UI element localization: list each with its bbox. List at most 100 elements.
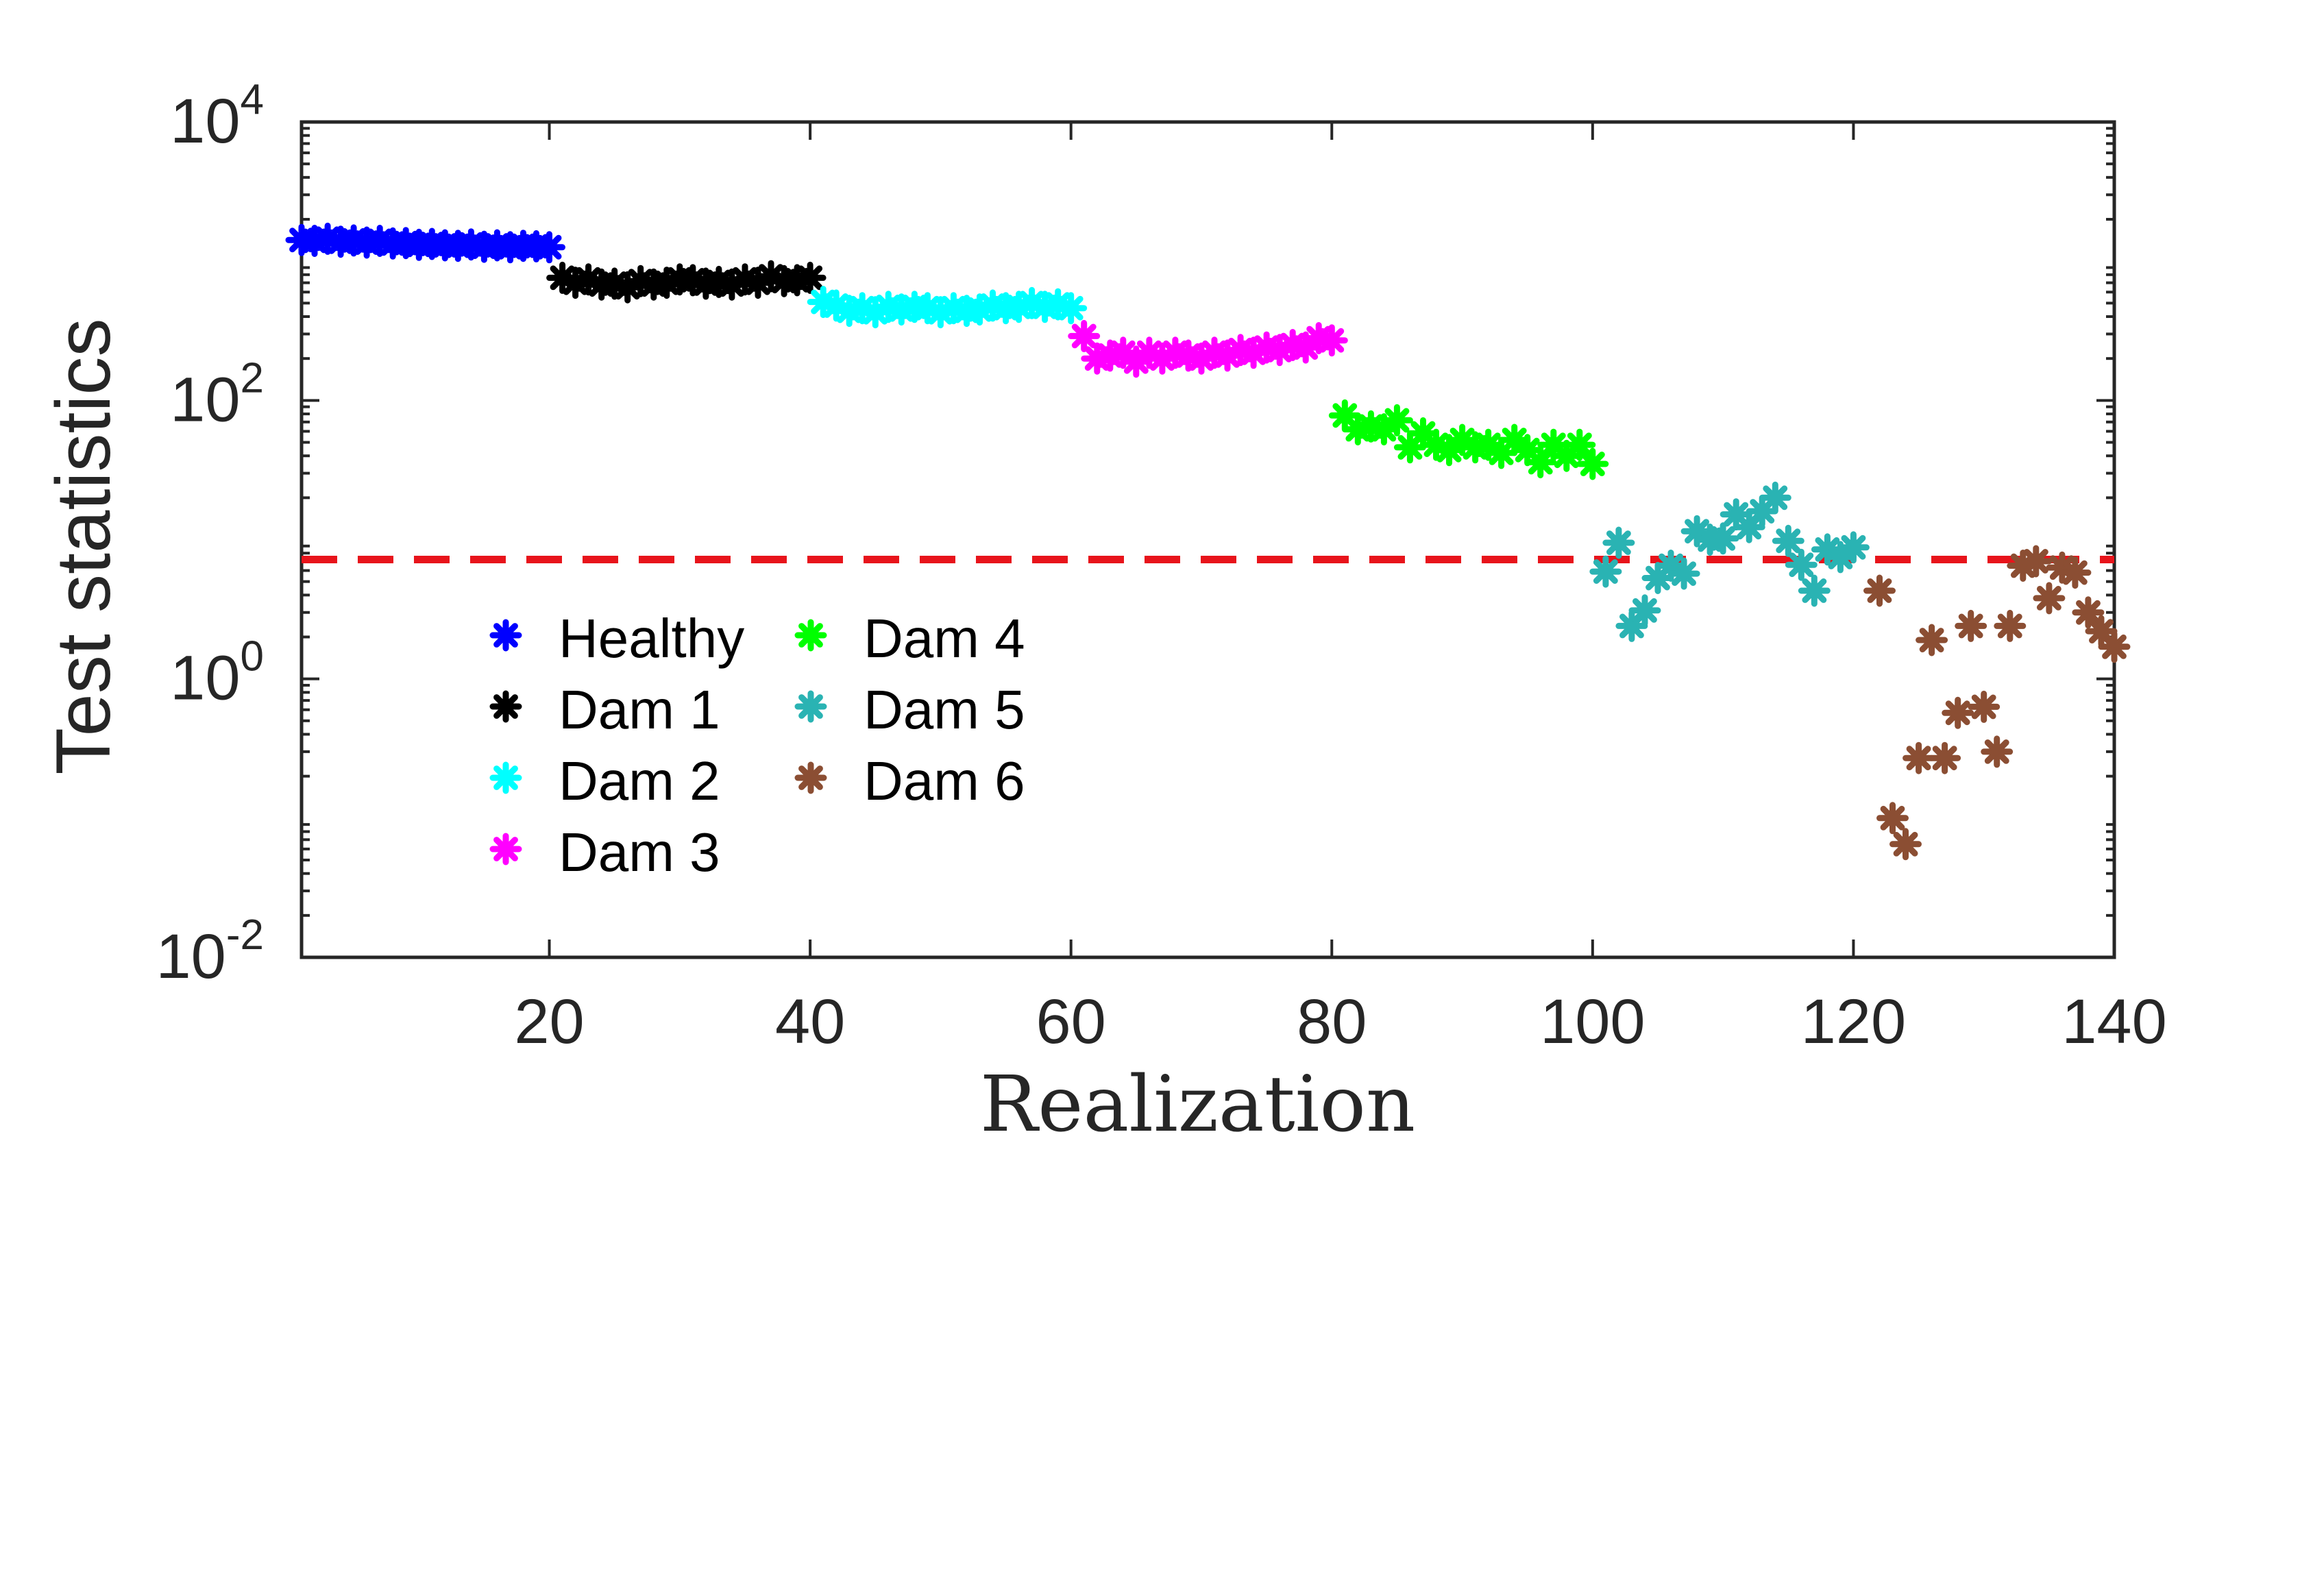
data-point: [1120, 345, 1153, 378]
legend: Healthy Dam 1 Dam 2 Dam 3 Dam 4 Dam 5 Dam 6: [489, 608, 1025, 883]
data-point: [729, 263, 761, 296]
data-point: [742, 267, 774, 299]
data-point: [1720, 498, 1752, 531]
legend-label: Dam 1: [559, 679, 720, 740]
x-tick-label: 140: [2062, 987, 2167, 1057]
legend-item: Dam 4: [794, 608, 1025, 669]
data-point: [1615, 609, 1648, 642]
data-point: [1133, 336, 1166, 369]
y-tick-base: 10: [170, 365, 240, 434]
data-point: [1576, 447, 1609, 480]
y-tick-base: 10: [156, 922, 226, 992]
data-point: [1994, 609, 2027, 642]
data-point: [1498, 423, 1531, 456]
series-dam-6: [1863, 545, 2131, 861]
data-point: [1433, 434, 1465, 467]
data-point: [1407, 417, 1439, 450]
data-point: [1107, 336, 1140, 369]
data-point: [1589, 555, 1622, 588]
legend-label: Dam 4: [864, 608, 1025, 669]
legend-label: Dam 2: [559, 750, 720, 811]
data-point: [1811, 533, 1844, 566]
data-point: [1211, 339, 1244, 372]
data-point: [650, 267, 683, 299]
data-point: [1524, 446, 1557, 478]
data-point: [807, 286, 840, 319]
data-point: [1680, 515, 1713, 548]
y-tick-base: 10: [170, 643, 240, 713]
data-point: [715, 268, 748, 301]
data-point: [2085, 615, 2118, 648]
y-tick-label: 100: [170, 633, 264, 713]
legend-item: Dam 6: [794, 750, 1025, 811]
data-point: [1968, 690, 2001, 723]
y-tick-label: 104: [170, 76, 264, 156]
data-point: [1237, 336, 1270, 369]
series-dam-4: [1328, 399, 1609, 480]
data-point: [1916, 624, 1948, 656]
data-point: [1016, 286, 1049, 319]
x-tick-label: 120: [1801, 987, 1907, 1057]
y-tick-exponent: 0: [241, 633, 264, 680]
data-point: [1746, 495, 1778, 528]
legend-marker: [794, 619, 827, 652]
data-point: [1003, 291, 1036, 323]
data-point: [1485, 437, 1518, 469]
data-point: [1837, 531, 1870, 564]
data-point: [1667, 557, 1700, 590]
data-point: [2007, 550, 2040, 582]
legend-item: Dam 3: [489, 822, 720, 883]
legend-item: Dam 2: [489, 750, 720, 811]
data-point: [1393, 431, 1426, 464]
data-point: [1563, 428, 1596, 461]
data-point: [1042, 288, 1075, 321]
data-point: [1380, 404, 1413, 437]
legend-marker: [489, 761, 522, 794]
data-point: [1472, 428, 1505, 461]
legend-label: Dam 6: [864, 750, 1025, 811]
data-point: [1641, 562, 1674, 594]
legend-marker: [489, 833, 522, 865]
data-point: [1446, 423, 1479, 456]
data-point: [859, 296, 892, 329]
x-tick-label: 60: [1036, 987, 1106, 1057]
data-point: [2098, 630, 2131, 663]
data-point: [624, 265, 657, 297]
legend-label: Dam 3: [559, 822, 720, 883]
y-tick-base: 10: [170, 86, 240, 156]
data-point: [2059, 556, 2092, 589]
data-point: [1824, 541, 1857, 574]
data-point: [1367, 413, 1400, 445]
data-point: [1706, 522, 1739, 555]
data-point: [572, 263, 605, 296]
data-point: [911, 292, 944, 325]
data-point: [924, 296, 957, 329]
data-point: [546, 261, 579, 294]
data-point: [1068, 319, 1101, 352]
data-point: [559, 267, 592, 299]
data-point: [755, 260, 787, 293]
data-point: [794, 261, 827, 294]
y-tick-exponent: 2: [241, 354, 264, 402]
x-tick-label: 20: [514, 987, 584, 1057]
data-point: [820, 289, 853, 322]
x-tick-label: 40: [775, 987, 845, 1057]
data-point: [2020, 545, 2053, 578]
legend-label: Dam 5: [864, 679, 1025, 740]
data-point: [1903, 741, 1935, 774]
data-point: [533, 231, 565, 264]
series-dam-3: [1068, 319, 1348, 378]
data-point: [1759, 481, 1791, 514]
data-point: [1289, 331, 1322, 364]
legend-item: Healthy: [489, 608, 744, 669]
y-tick-exponent: -2: [226, 911, 264, 959]
data-point: [1263, 334, 1296, 367]
data-point: [1929, 741, 1961, 774]
data-point: [1798, 574, 1831, 607]
series-dam-2: [807, 286, 1088, 329]
legend-marker: [794, 690, 827, 723]
data-point: [611, 271, 644, 304]
y-tick-label: 10-2: [156, 911, 264, 992]
x-tick-label: 80: [1297, 987, 1367, 1057]
